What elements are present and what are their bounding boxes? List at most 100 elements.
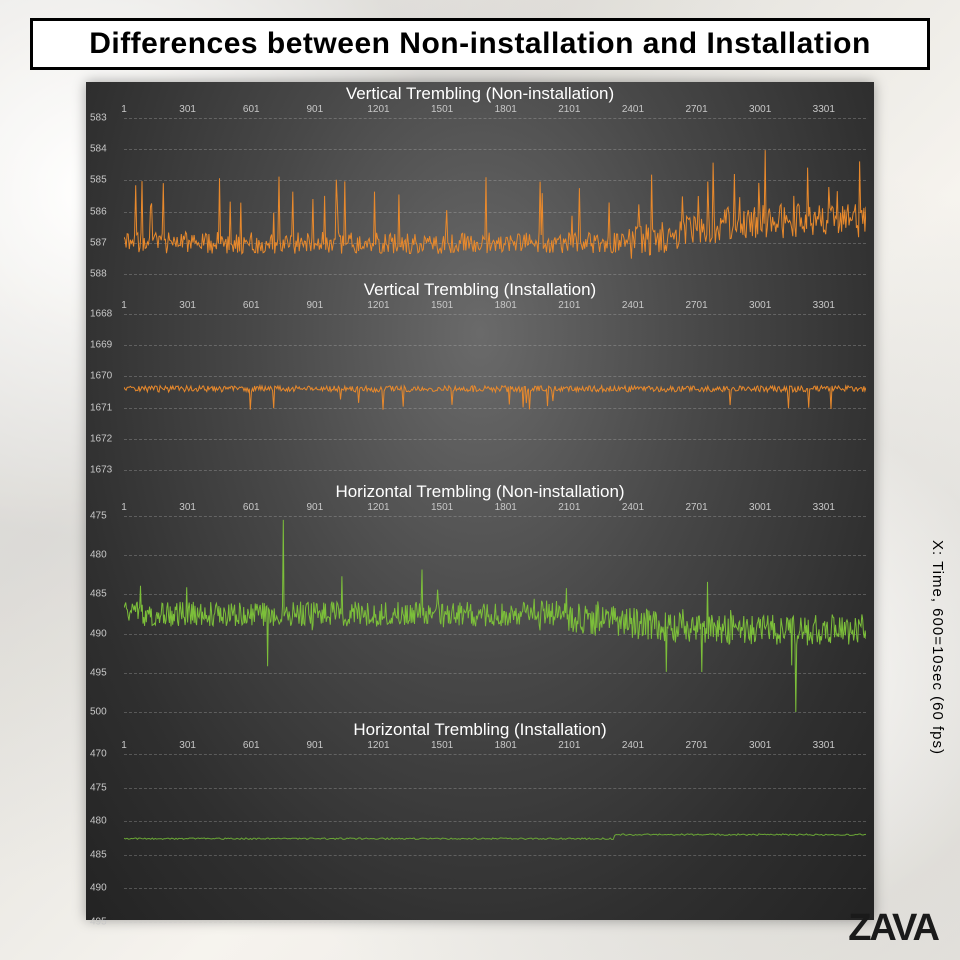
subplot-title: Vertical Trembling (Installation) [86,278,874,300]
brand-logo: ZAVA [848,907,938,950]
x-ticks: 1 301 601 901 1201 1501 1801 2101 2401 2701 3001 33… [86,502,874,516]
x-tick: 2101 [558,104,580,115]
x-tick: 2701 [685,300,707,311]
y-tick: 587 [90,237,107,248]
x-tick: 901 [307,104,324,115]
x-ticks: 1 301 601 901 1201 1501 1801 2101 2401 2701 3001 33… [86,104,874,118]
subplot-horiz_inst: Horizontal Trembling (Installation)1 301 6… [86,718,874,920]
x-tick: 601 [243,740,260,751]
x-tick: 301 [179,740,196,751]
y-tick: 495 [90,917,107,928]
subplot-title: Horizontal Trembling (Installation) [86,718,874,740]
x-tick: 901 [307,502,324,513]
y-tick: 485 [90,589,107,600]
plot-area: 470475480485490495 [86,754,874,922]
x-tick: 3301 [813,740,835,751]
y-tick: 480 [90,816,107,827]
page-title-box: Differences between Non-installation and… [30,18,930,70]
series-line [124,314,866,470]
x-tick: 1201 [367,104,389,115]
x-tick: 3001 [749,502,771,513]
page-title: Differences between Non-installation and… [89,27,871,60]
x-tick: 1201 [367,300,389,311]
y-tick: 583 [90,113,107,124]
x-tick: 1501 [431,740,453,751]
x-tick: 301 [179,502,196,513]
x-tick: 1801 [495,502,517,513]
y-tick: 470 [90,749,107,760]
y-tick: 1670 [90,371,112,382]
subplot-title: Horizontal Trembling (Non-installation) [86,480,874,502]
y-tick: 490 [90,628,107,639]
y-tick: 1669 [90,340,112,351]
x-tick: 1501 [431,502,453,513]
y-tick: 1668 [90,309,112,320]
x-ticks: 1 301 601 901 1201 1501 1801 2101 2401 2701 3001 33… [86,740,874,754]
y-tick: 1672 [90,433,112,444]
x-tick: 3001 [749,104,771,115]
x-tick: 3301 [813,300,835,311]
x-tick: 3301 [813,502,835,513]
x-tick: 2401 [622,502,644,513]
x-tick: 901 [307,740,324,751]
x-tick: 601 [243,502,260,513]
x-tick: 2401 [622,104,644,115]
x-tick: 2701 [685,104,707,115]
plot-area: 583584585586587588 [86,118,874,274]
x-tick: 3301 [813,104,835,115]
x-tick: 1801 [495,740,517,751]
gridline [124,274,866,275]
y-tick: 485 [90,849,107,860]
x-tick: 1201 [367,502,389,513]
y-tick: 495 [90,667,107,678]
x-tick: 301 [179,300,196,311]
series-line [124,516,866,712]
y-tick: 584 [90,144,107,155]
x-tick: 1 [121,740,127,751]
y-tick: 1671 [90,402,112,413]
x-tick: 2101 [558,300,580,311]
y-tick: 475 [90,782,107,793]
y-tick: 585 [90,175,107,186]
x-tick: 2701 [685,740,707,751]
x-tick: 1801 [495,104,517,115]
subplot-vert_inst: Vertical Trembling (Installation)1 301 601… [86,278,874,468]
y-tick: 586 [90,206,107,217]
x-tick: 2101 [558,740,580,751]
x-tick: 301 [179,104,196,115]
charts-panel: Vertical Trembling (Non-installation)130… [86,82,874,920]
subplot-title: Vertical Trembling (Non-installation) [86,82,874,104]
x-tick: 1501 [431,300,453,311]
x-axis-caption: X: Time, 600=10sec (60 fps) [929,540,946,755]
x-tick: 1 [121,502,127,513]
x-tick: 1201 [367,740,389,751]
x-tick: 601 [243,104,260,115]
y-tick: 475 [90,511,107,522]
plot-area: 475480485490495500 [86,516,874,712]
subplot-vert_non: Vertical Trembling (Non-installation)1 30… [86,82,874,272]
gridline [124,922,866,923]
y-tick: 500 [90,707,107,718]
x-tick: 1801 [495,300,517,311]
y-tick: 480 [90,550,107,561]
x-tick: 2101 [558,502,580,513]
gridline [124,712,866,713]
subplot-horiz_non: Horizontal Trembling (Non-installation)1… [86,480,874,710]
y-tick: 490 [90,883,107,894]
x-tick: 2401 [622,740,644,751]
x-tick: 1501 [431,104,453,115]
x-tick: 3001 [749,300,771,311]
x-tick: 1 [121,104,127,115]
x-tick: 2401 [622,300,644,311]
x-tick: 601 [243,300,260,311]
y-tick: 1673 [90,465,112,476]
x-tick: 2701 [685,502,707,513]
x-tick: 901 [307,300,324,311]
x-tick: 1 [121,300,127,311]
gridline [124,470,866,471]
x-tick: 3001 [749,740,771,751]
series-line [124,118,866,274]
series-line [124,754,866,922]
x-ticks: 1 301 601 901 1201 1501 1801 2101 2401 2701 3001 33… [86,300,874,314]
plot-area: 166816691670167116721673 [86,314,874,470]
